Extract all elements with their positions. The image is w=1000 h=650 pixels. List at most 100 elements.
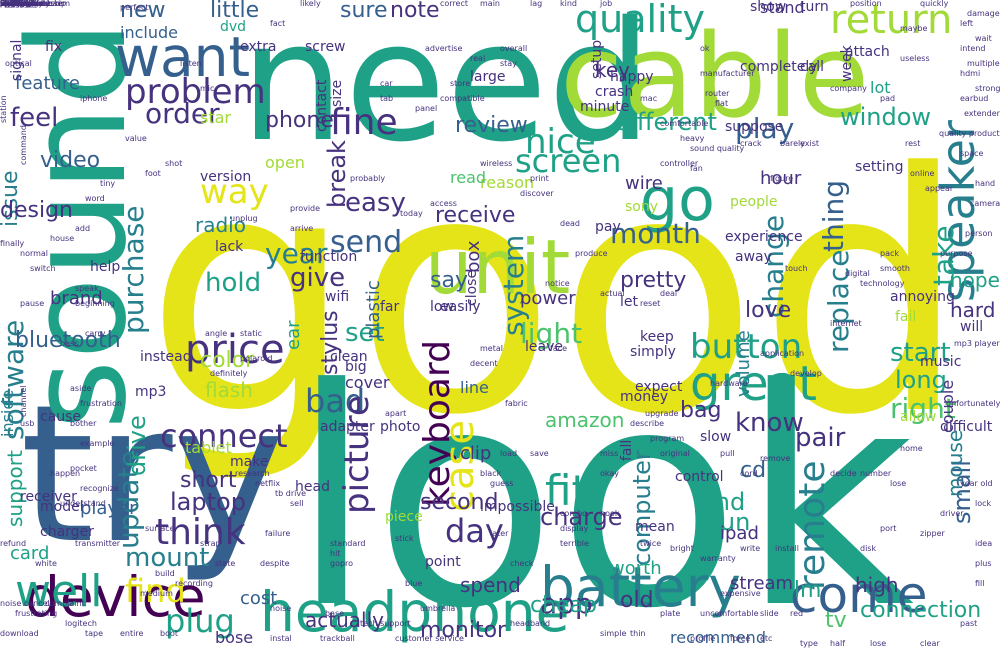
word-brand: brand — [50, 288, 103, 309]
word-short: short — [180, 468, 237, 493]
word-appear: appear — [925, 184, 954, 193]
word-call: call — [800, 59, 825, 75]
word-cord: cord — [740, 469, 758, 478]
word-pad: pad — [880, 94, 896, 103]
word-sound-quality: sound quality — [690, 144, 745, 153]
word-read: read — [450, 168, 487, 187]
word-stand: stand — [760, 0, 805, 17]
word-picture: picture — [337, 395, 377, 514]
word-connection: connection — [860, 598, 982, 623]
word-charger: charger — [40, 524, 94, 540]
word-line: line — [460, 378, 489, 397]
word-wish: wish — [0, 0, 19, 8]
word-happy: happy — [610, 69, 654, 85]
word-pocket: pocket — [0, 0, 27, 8]
word-video: video — [40, 148, 101, 173]
word-image: image — [0, 0, 25, 8]
word-compare: compare — [0, 0, 36, 8]
word-find: find — [125, 572, 186, 610]
word-option: option — [0, 0, 26, 8]
word-remote: remote — [792, 460, 833, 590]
word-give: give — [290, 263, 346, 293]
word-long: long — [895, 366, 947, 394]
word-useless: useless — [900, 54, 930, 63]
word-price: price — [185, 327, 285, 373]
word-flash: flash — [205, 378, 253, 402]
word-cut: cut — [0, 0, 13, 8]
word-way: way — [200, 172, 269, 212]
word-fast: fast — [0, 0, 16, 8]
word-extender: extender — [964, 109, 1000, 118]
word-set: set — [345, 318, 385, 348]
word-port: port — [880, 524, 897, 533]
word-send: send — [330, 225, 403, 260]
word-size: size — [329, 79, 345, 107]
word-mp3: mp3 — [135, 384, 167, 400]
word-strong: strong — [975, 84, 1000, 93]
word-run: run — [710, 508, 751, 536]
word-connect: connect — [160, 417, 288, 455]
word-half: half — [830, 639, 846, 648]
word-mp3-player: mp3 player — [954, 339, 1000, 348]
word-router: router — [705, 89, 730, 98]
word-keep: keep — [640, 329, 674, 345]
word-entire: entire — [120, 629, 144, 638]
word-suggest: suggest — [0, 0, 32, 8]
word-backlight: backlight — [0, 0, 37, 8]
word-store: store — [450, 79, 471, 88]
word-usb: usb — [20, 419, 35, 428]
word-maybe: maybe — [900, 24, 928, 33]
word-manufacturer: manufacturer — [700, 69, 755, 78]
word-ear: ear — [283, 320, 304, 350]
word-leave: leave — [525, 339, 563, 355]
word-fine: fine — [330, 102, 398, 143]
word-will: will — [960, 319, 984, 335]
word-ok: ok — [700, 44, 710, 53]
word-operating-system: operating system — [0, 0, 71, 8]
word-seller: seller — [0, 0, 22, 8]
word-screw: screw — [0, 0, 24, 8]
word-mode: mode — [0, 0, 23, 8]
word-far: far — [380, 299, 400, 315]
word-red: red — [790, 609, 804, 618]
word-white: white — [35, 559, 57, 568]
word-completely: completely — [740, 59, 818, 75]
word-house: house — [50, 234, 75, 243]
word-overall: overall — [500, 44, 528, 53]
word-photo: photo — [380, 419, 421, 435]
word-base: base — [325, 609, 345, 618]
word-player: player — [80, 498, 137, 519]
word-ring: ring — [0, 0, 16, 8]
word-control: control — [675, 469, 724, 485]
word-touch: touch — [785, 264, 808, 273]
word-feature: feature — [15, 73, 80, 94]
word-logitech: logitech — [65, 619, 97, 628]
word-search: search — [0, 0, 27, 8]
word-remove: remove — [760, 454, 791, 463]
word-require: require — [0, 0, 29, 8]
word-amazon: amazon — [545, 408, 625, 432]
word-mention: mention — [0, 0, 34, 8]
word-tab: tab — [380, 94, 394, 103]
word-bother: bother — [70, 419, 97, 428]
word-customer-service: customer service — [395, 634, 464, 643]
word-barely: barely — [780, 139, 805, 148]
word-plan: plan — [0, 0, 18, 8]
word-despite: despite — [260, 559, 290, 568]
word-speak: speak — [75, 284, 99, 293]
word-clean: clean — [330, 349, 368, 365]
word-research: research — [235, 469, 270, 478]
word-profile: profile — [690, 634, 716, 643]
word-metal: metal — [480, 344, 503, 353]
word-gopro: gopro — [330, 559, 354, 568]
word-need: need — [240, 0, 653, 178]
word-speaker-system: speaker system — [0, 0, 64, 8]
word-discover: discover — [520, 189, 554, 198]
word-boot: boot — [160, 629, 179, 638]
word-definitely: definitely — [210, 369, 248, 378]
word-standard: standard — [330, 539, 366, 548]
word-digital: digital — [845, 269, 870, 278]
word-produce: produce — [575, 249, 608, 258]
word-external: external — [0, 0, 33, 8]
word-pack: pack — [880, 249, 900, 258]
